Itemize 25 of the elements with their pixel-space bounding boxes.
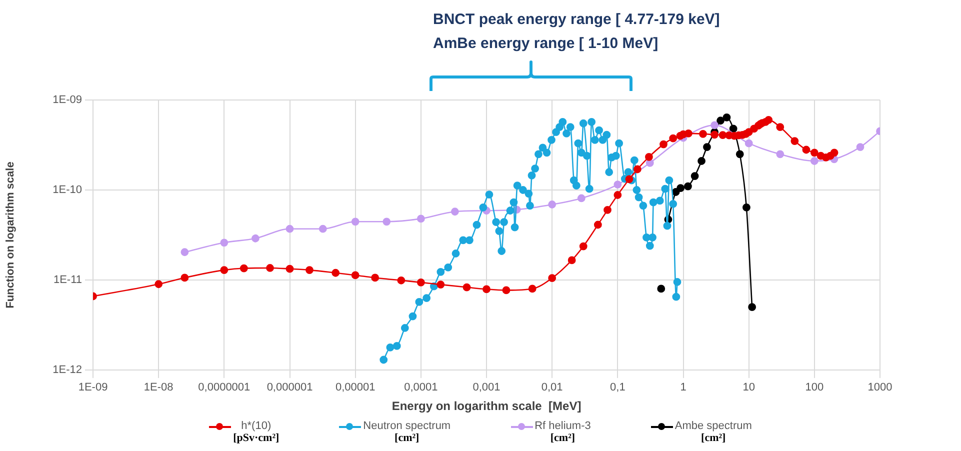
x-tick-label: 0,0001 — [404, 382, 438, 394]
legend-label: Neutron spectrum [cm²] — [363, 420, 451, 444]
x-tick-label: 0,1 — [610, 382, 626, 394]
x-tick-label: 0,001 — [472, 382, 500, 394]
text: AmBe energy range [ 1-10 MeV] — [433, 34, 660, 54]
legend-label: h*(10) [pSv·cm²] — [233, 420, 280, 444]
legend-label: Rf helium-3 [cm²] — [534, 420, 591, 444]
x-tick-label: 1 — [680, 382, 686, 394]
legend-label: Ambe spectrum [cm²] — [674, 420, 752, 444]
x-tick-label: 10 — [742, 382, 755, 394]
x-tick-label: 100 — [805, 382, 824, 394]
y-tick-label: 1E-12 — [52, 364, 82, 376]
y-tick-label: 1E-11 — [53, 274, 82, 286]
x-axis-title: Energy on logarithm scale [MeV] — [392, 399, 582, 414]
y-tick-label: 1E-10 — [52, 184, 82, 196]
x-tick-label: 0,000001 — [266, 382, 313, 394]
text: BNCT peak energy range [ 4.77-179 keV] — [433, 10, 720, 30]
x-tick-label: 0,00001 — [335, 382, 376, 394]
x-tick-label: 1000 — [868, 382, 892, 394]
x-tick-label: 1E-09 — [78, 382, 108, 394]
x-tick-label: 0,0000001 — [198, 382, 250, 394]
y-tick-label: 1E-09 — [52, 94, 82, 106]
x-tick-label: 1E-08 — [144, 382, 174, 394]
x-tick-label: 0,01 — [541, 382, 563, 394]
y-axis-title: Function on logarithm scale — [4, 162, 17, 308]
